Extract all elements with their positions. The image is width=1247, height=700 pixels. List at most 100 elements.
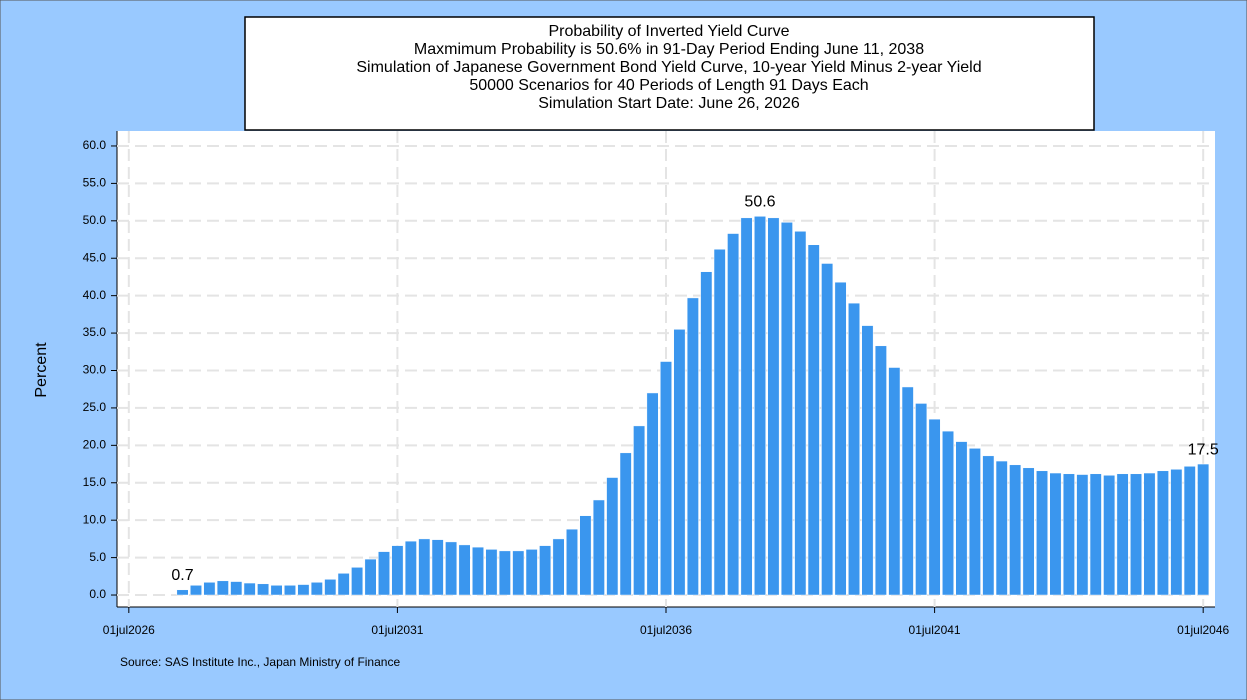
y-tick-label: 55.0 <box>83 176 107 190</box>
y-tick-label: 50.0 <box>83 213 107 227</box>
chart-subtitle: Simulation of Japanese Government Bond Y… <box>356 59 981 76</box>
y-tick-label: 60.0 <box>83 138 107 152</box>
bar <box>190 585 202 596</box>
bar <box>1036 470 1048 596</box>
bar <box>1170 469 1183 596</box>
bar <box>270 585 283 596</box>
y-tick-label: 0.0 <box>89 587 106 601</box>
bar <box>700 271 713 596</box>
bar <box>243 582 256 596</box>
bar <box>606 477 619 596</box>
bar <box>1156 470 1169 596</box>
y-tick-label: 25.0 <box>83 400 107 414</box>
bar <box>1103 475 1116 596</box>
bar <box>928 418 941 596</box>
bar <box>364 558 377 596</box>
bar <box>1197 463 1210 596</box>
bar <box>1143 472 1156 596</box>
bar <box>257 583 270 596</box>
chart-subtitle: Simulation Start Date: June 26, 2026 <box>538 95 800 112</box>
bar <box>955 441 968 596</box>
y-axis-label: Percent <box>33 342 50 398</box>
chart-subtitle: Maxmimum Probability is 50.6% in 91-Day … <box>414 41 924 58</box>
y-tick-label: 35.0 <box>83 325 107 339</box>
bar <box>968 448 981 596</box>
source-note: Source: SAS Institute Inc., Japan Minist… <box>120 655 400 669</box>
bar <box>1062 473 1075 596</box>
bar <box>1116 473 1129 596</box>
data-label: 17.5 <box>1188 441 1219 458</box>
bar <box>525 549 538 596</box>
y-tick-label: 20.0 <box>83 438 107 452</box>
bar <box>297 584 310 596</box>
chart-title: Probability of Inverted Yield Curve <box>548 23 789 40</box>
bar <box>418 538 431 596</box>
bar <box>807 244 820 596</box>
bar <box>1130 473 1142 596</box>
y-tick-label: 15.0 <box>83 475 107 489</box>
bar <box>942 430 954 596</box>
bar <box>821 263 834 596</box>
bar <box>351 567 364 596</box>
bar <box>310 582 323 596</box>
bar <box>431 539 444 596</box>
bar <box>686 297 699 596</box>
bar <box>1049 472 1062 596</box>
bar <box>1183 466 1196 596</box>
bar <box>1022 467 1035 596</box>
title-box <box>244 16 1095 131</box>
bar <box>498 550 511 596</box>
bar <box>982 455 995 596</box>
y-tick-label: 40.0 <box>83 288 107 302</box>
x-tick-label: 01jul2041 <box>909 623 961 637</box>
bar <box>673 329 686 596</box>
bar <box>915 403 928 596</box>
bar <box>660 361 672 596</box>
bar <box>780 222 793 596</box>
bar <box>512 550 525 596</box>
bar <box>552 538 565 596</box>
bar <box>404 540 417 596</box>
bar <box>861 325 874 596</box>
bar <box>727 233 740 596</box>
bar <box>619 452 632 596</box>
bar <box>485 549 498 596</box>
bar <box>337 573 350 596</box>
bar <box>1076 474 1089 596</box>
bar <box>566 528 578 596</box>
bar <box>176 589 189 596</box>
bar <box>230 581 243 596</box>
data-label: 50.6 <box>744 194 775 211</box>
bar <box>378 551 390 596</box>
data-label: 0.7 <box>171 567 193 584</box>
bar <box>445 541 458 596</box>
bar <box>646 392 659 596</box>
bar <box>324 579 337 596</box>
bar <box>216 580 229 596</box>
bar <box>794 231 807 596</box>
bar <box>203 582 216 596</box>
x-tick-label: 01jul2036 <box>640 623 692 637</box>
bar <box>391 545 404 596</box>
bar <box>713 249 726 596</box>
bar <box>458 544 471 596</box>
bar <box>848 302 860 596</box>
chart-subtitle: 50000 Scenarios for 40 Periods of Length… <box>469 77 868 94</box>
bar <box>740 217 753 596</box>
bar <box>592 499 605 596</box>
y-tick-label: 45.0 <box>83 250 107 264</box>
y-tick-label: 30.0 <box>83 363 107 377</box>
bar <box>579 515 592 596</box>
bar <box>767 217 780 596</box>
bar <box>633 425 646 596</box>
bar <box>539 545 552 596</box>
y-tick-label: 5.0 <box>89 550 106 564</box>
bar <box>995 460 1008 596</box>
x-tick-label: 01jul2031 <box>371 623 423 637</box>
bar <box>888 367 901 596</box>
bar <box>874 345 887 596</box>
bar <box>754 216 766 596</box>
x-tick-label: 01jul2046 <box>1177 623 1229 637</box>
bar <box>284 585 296 596</box>
